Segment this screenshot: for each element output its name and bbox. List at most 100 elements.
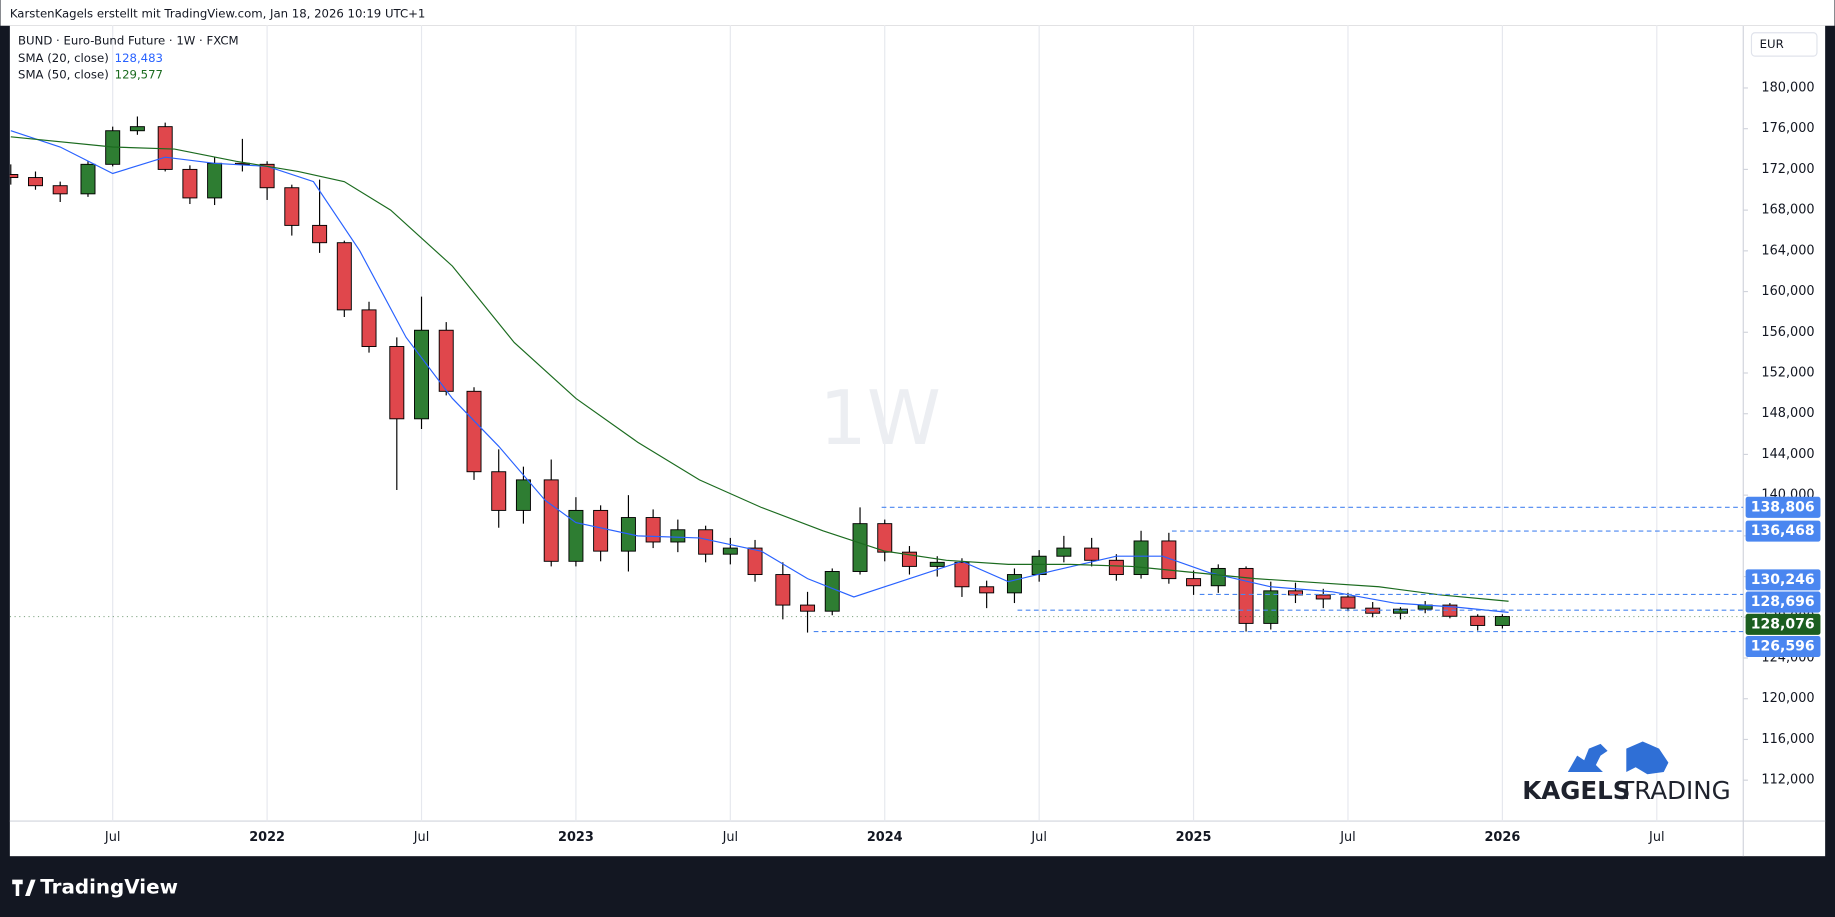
x-tick-label: 2023	[558, 830, 594, 845]
candle-body	[9, 174, 19, 179]
candle-body	[1340, 596, 1356, 609]
candle-body	[389, 346, 405, 420]
tv-icon	[12, 879, 36, 896]
x-tick-label: 2025	[1176, 830, 1212, 845]
candle-body	[929, 561, 945, 567]
attribution: KarstenKagels erstellt mit TradingView.c…	[10, 7, 426, 21]
candle-body	[593, 509, 609, 552]
candle-body	[645, 517, 661, 543]
chart-area	[9, 25, 1826, 857]
candle-body	[491, 471, 507, 511]
candle-body	[1108, 559, 1124, 576]
candle-body	[1442, 604, 1458, 617]
candle-body	[1315, 594, 1331, 600]
y-tick-label: 120,000	[1761, 691, 1814, 706]
candle-body	[28, 177, 43, 187]
top-bar	[0, 0, 1835, 26]
price-tag-label: 130,246	[1751, 572, 1815, 588]
candle-body	[775, 574, 791, 606]
candle-body	[979, 586, 995, 594]
candle-body	[568, 509, 584, 562]
y-tick-label: 180,000	[1761, 80, 1814, 95]
candle-body	[852, 523, 868, 572]
candle-body	[1056, 547, 1072, 557]
x-tick-label: Jul	[1030, 830, 1047, 845]
y-tick-label: 144,000	[1761, 447, 1814, 462]
candle-body	[1263, 590, 1279, 624]
legend-value: 128,483	[115, 51, 163, 65]
candle-body	[722, 547, 738, 555]
candle-body	[1392, 608, 1408, 614]
y-tick-label: 148,000	[1761, 406, 1814, 421]
price-tag	[1745, 520, 1821, 542]
price-tag-label: 128,696	[1751, 594, 1815, 610]
candle-body	[52, 185, 68, 195]
chart-title: BUND · Euro-Bund Future · 1W · FXCM	[18, 33, 239, 47]
y-tick-label: 176,000	[1761, 121, 1814, 136]
candle-body	[129, 126, 145, 132]
candle-body	[182, 168, 198, 199]
candle-body	[336, 242, 352, 311]
candle-body	[1210, 567, 1226, 587]
candle-body	[1006, 574, 1022, 594]
candle-body	[800, 604, 816, 612]
x-tick-label: 2024	[867, 830, 903, 845]
y-tick-label: 172,000	[1761, 162, 1814, 177]
watermark: 1W	[819, 375, 941, 462]
price-tag-label: 128,076	[1751, 616, 1815, 632]
candle-body	[414, 329, 430, 420]
y-tick-label: 168,000	[1761, 203, 1814, 218]
logo-bold: KAGELS	[1522, 776, 1630, 805]
candle-body	[284, 187, 300, 226]
legend-name: SMA (20, close)	[18, 51, 109, 65]
currency: EUR	[1760, 37, 1784, 51]
logo-light: TRADING	[1618, 776, 1730, 805]
candle-body	[312, 224, 328, 244]
price-tag	[1745, 569, 1821, 591]
price-tag	[1745, 496, 1821, 518]
candle-body	[515, 479, 531, 511]
x-tick-label: 2022	[249, 830, 285, 845]
axes: Jul 2022 Jul 2023 Jul 2024 Jul 2025 Jul 2026 Jul 11…	[104, 80, 1821, 845]
currency-box	[1750, 32, 1818, 57]
x-tick-label: 2026	[1484, 830, 1520, 845]
candle-body	[747, 547, 763, 576]
legend-value: 129,577	[115, 67, 163, 81]
candle-body	[361, 309, 377, 347]
candle-body	[80, 163, 96, 195]
candle-body	[954, 561, 970, 588]
x-tick-label: Jul	[413, 830, 430, 845]
candle-body	[824, 571, 840, 612]
candle-body	[1133, 540, 1149, 576]
candle-body	[1287, 590, 1303, 596]
candle-body	[207, 162, 223, 199]
y-tick-label: 160,000	[1761, 284, 1814, 299]
x-tick-label: Jul	[104, 830, 121, 845]
candle-body	[466, 390, 482, 473]
candle-body	[698, 529, 714, 555]
candle-body	[1470, 615, 1486, 626]
footer: TradingView	[12, 875, 178, 898]
candle-body	[438, 329, 454, 392]
sma-line	[10, 136, 1509, 602]
y-tick-label: 116,000	[1761, 732, 1814, 747]
kagels-logo: KAGELS TRADING	[1522, 741, 1731, 805]
x-tick-label: Jul	[1339, 830, 1356, 845]
price-tag-label: 136,468	[1751, 523, 1815, 539]
footer-brand: TradingView	[40, 875, 178, 898]
y-tick-label: 112,000	[1761, 773, 1814, 788]
price-tag	[1745, 591, 1821, 613]
candle-body	[1186, 578, 1202, 587]
plot	[9, 116, 1744, 633]
bull-icon	[1567, 743, 1608, 772]
legend: SMA (20, close) 128,483 SMA (50, close) 129…	[18, 51, 163, 81]
candle-body	[543, 479, 559, 562]
candle-body	[259, 163, 275, 189]
price-tag-label: 126,596	[1751, 639, 1815, 655]
y-tick-label: 164,000	[1761, 243, 1814, 258]
candle-body	[1031, 555, 1047, 576]
candle-body	[1494, 616, 1510, 626]
x-tick-label: Jul	[1648, 830, 1665, 845]
